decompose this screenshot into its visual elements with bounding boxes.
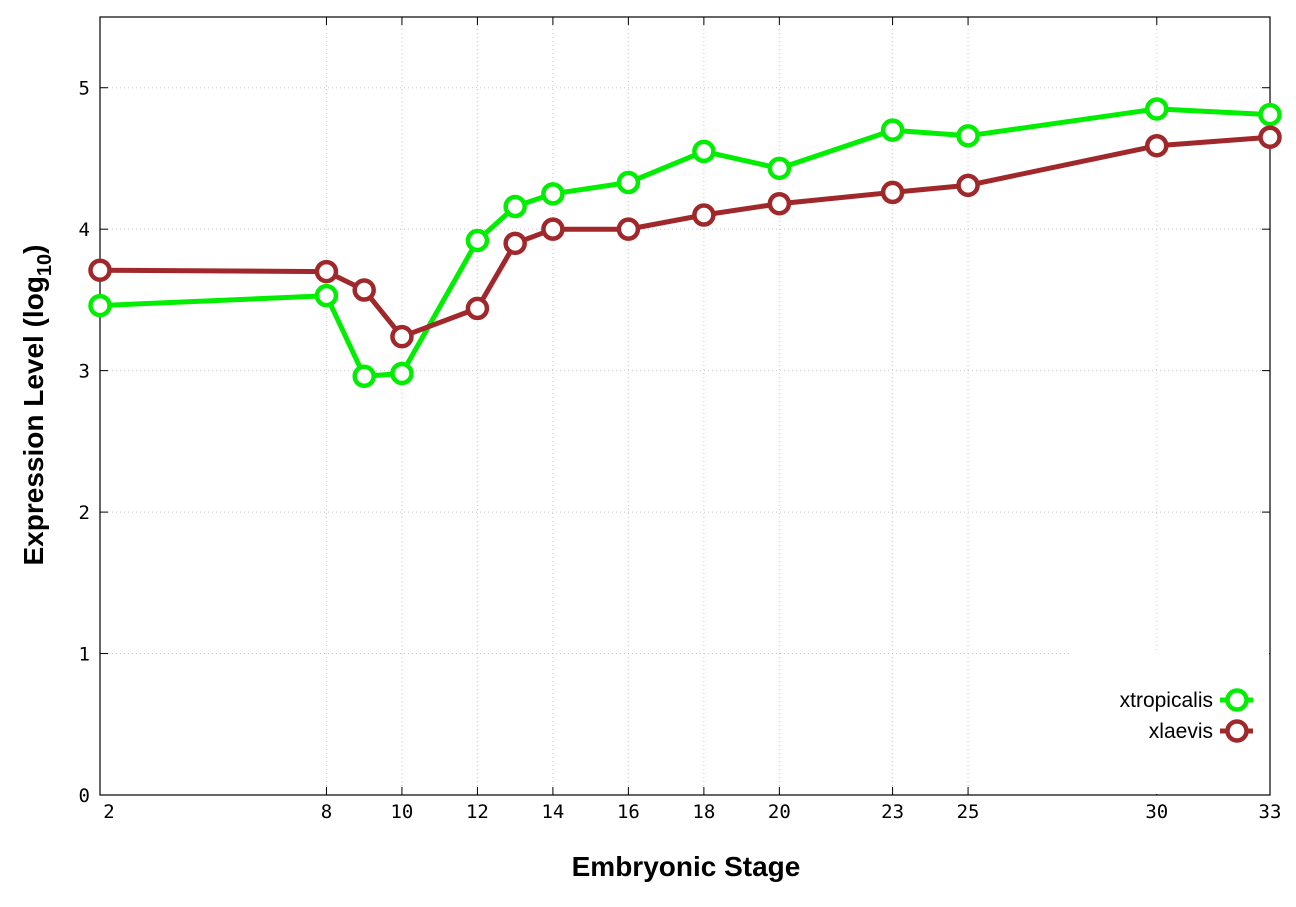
data-point [503, 231, 527, 256]
data-point [465, 296, 490, 321]
x-tick-label: 23 [881, 801, 904, 823]
y-tick-label: 1 [79, 644, 90, 666]
y-tick-label: 4 [79, 219, 90, 241]
series-xlaevis [88, 125, 1282, 349]
legend-swatch-marker [1225, 719, 1249, 743]
data-point [880, 180, 905, 205]
series-xtropicalis [88, 97, 1282, 389]
data-point [956, 173, 980, 198]
data-point [465, 228, 490, 253]
y-axis-title: Expression Level (log10) [18, 245, 56, 566]
y-axis-title-suffix: ) [18, 245, 49, 254]
data-point [88, 258, 112, 282]
legend-swatch-marker [1225, 688, 1249, 712]
data-point [616, 170, 641, 195]
data-point [767, 156, 792, 181]
data-point [1258, 102, 1282, 127]
data-point [692, 203, 716, 227]
x-tick-label: 25 [957, 801, 980, 823]
data-point [314, 283, 339, 308]
data-point [503, 194, 527, 219]
data-point [390, 324, 414, 349]
plot-frame [99, 16, 1271, 796]
x-tick-label: 8 [321, 801, 332, 823]
grid [100, 17, 1270, 795]
series-line [99, 134, 1271, 340]
data-point [352, 278, 376, 302]
legend: xtropicalis xlaevis [1072, 653, 1269, 794]
y-tick-label: 3 [79, 361, 90, 383]
x-tick-label: 16 [617, 801, 640, 823]
data-point [1145, 97, 1169, 121]
x-tick-label: 14 [541, 801, 564, 823]
y-tick-label: 5 [79, 78, 90, 100]
data-point [390, 361, 414, 386]
y-tick-label: 0 [79, 785, 90, 807]
y-tick-label: 2 [79, 502, 90, 524]
data-point [616, 217, 641, 241]
series-line [99, 106, 1271, 379]
data-point [1145, 133, 1169, 158]
data-point [541, 217, 565, 241]
x-axis-title: Embryonic Stage [572, 851, 801, 882]
data-point [1258, 125, 1282, 149]
y-axis-title-subscript: 10 [34, 254, 56, 276]
x-tick-label: 20 [768, 801, 791, 823]
data-point [541, 182, 565, 206]
x-tick-label: 18 [692, 801, 715, 823]
data-point [767, 191, 792, 216]
data-point [314, 259, 339, 284]
x-tick-label: 30 [1145, 801, 1168, 823]
data-point [880, 118, 905, 142]
series [88, 97, 1282, 389]
legend-label: xlaevis [1149, 720, 1213, 743]
data-point [956, 124, 980, 148]
x-tick-label: 33 [1259, 801, 1282, 823]
x-tick-label: 2 [103, 801, 114, 823]
x-tick-label: 12 [466, 801, 489, 823]
data-point [88, 293, 112, 318]
data-point [352, 364, 376, 389]
legend-label: xtropicalis [1120, 689, 1213, 712]
data-point [692, 139, 716, 164]
x-tick-label: 10 [390, 801, 413, 823]
y-axis-title-prefix: Expression Level (log [18, 276, 49, 565]
